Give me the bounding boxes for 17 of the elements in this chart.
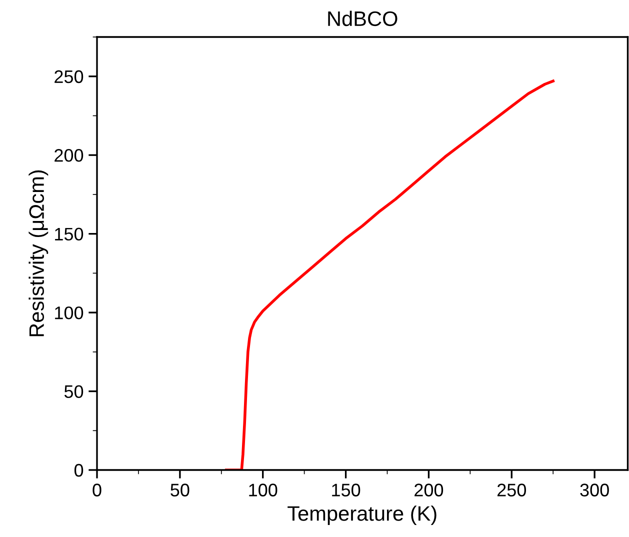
y-tick-label: 50: [64, 385, 84, 398]
x-axis-title: Temperature (K): [288, 506, 436, 525]
chart-title: NdBCO: [328, 10, 398, 26]
x-tick-label: 200: [414, 484, 444, 496]
y-tick-label: 200: [54, 149, 84, 162]
x-tick-label: 50: [170, 484, 190, 496]
x-tick-label: 250: [497, 484, 526, 496]
x-tick-label: 150: [332, 484, 360, 496]
y-axis-title: Resistivity (μΩcm): [28, 170, 48, 336]
y-tick-label: 250: [54, 70, 84, 84]
y-tick-label: 150: [55, 228, 84, 241]
line-series: [224, 80, 554, 470]
x-tick-label: 0: [92, 484, 102, 496]
x-tick-label: 100: [249, 484, 278, 496]
y-tick-label: 0: [74, 464, 84, 477]
x-tick-label: 300: [580, 484, 609, 496]
y-tick-label: 100: [55, 306, 84, 320]
